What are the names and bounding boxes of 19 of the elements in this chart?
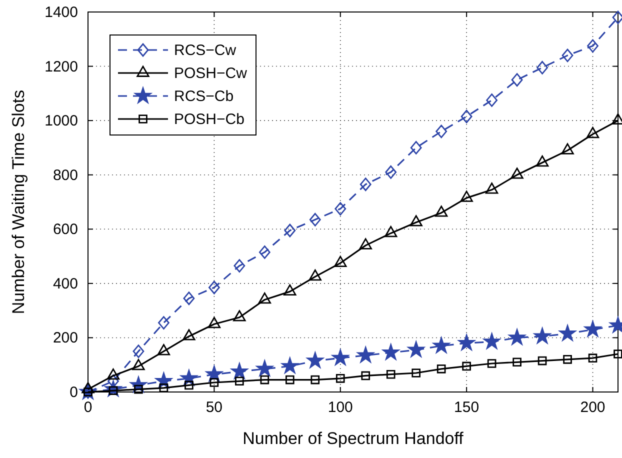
legend-label: POSH−Cb [174,111,244,128]
x-tick-label: 150 [454,399,480,416]
legend-label: RCS−Cw [174,42,236,59]
y-tick-label: 600 [52,221,78,238]
y-tick-label: 200 [52,330,78,347]
y-tick-label: 1400 [44,4,78,21]
legend-label: RCS−Cb [174,88,234,105]
x-tick-label: 0 [84,399,92,416]
x-axis-title: Number of Spectrum Handoff [242,429,464,448]
x-tick-label: 100 [328,399,353,416]
x-tick-label: 200 [580,399,606,416]
y-tick-label: 1000 [44,112,78,130]
y-tick-label: 800 [52,166,78,184]
y-tick-label: 400 [52,275,78,292]
y-axis-title: Number of Waiting Time Slots [9,90,28,314]
y-tick-label: 0 [70,384,78,401]
legend-label: POSH−Cw [174,65,248,82]
y-tick-label: 1200 [44,58,78,76]
x-tick-label: 50 [206,399,223,416]
